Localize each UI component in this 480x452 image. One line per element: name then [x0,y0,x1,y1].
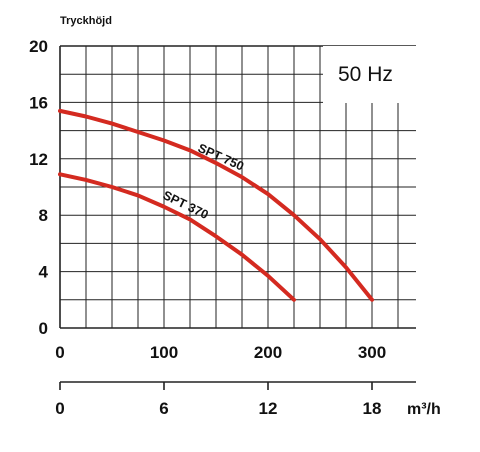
y-tick-label-20: 20 [29,37,48,56]
secondary-x-axis: 0 6 12 18 m³/h [55,381,441,418]
y-tick-label-4: 4 [39,263,49,282]
frequency-label: 50 Hz [338,63,393,86]
frequency-badge-background [323,46,416,103]
secondary-axis-tick-label-0: 0 [55,399,64,418]
secondary-axis-tick-label-18: 18 [363,399,382,418]
frequency-badge: 50 Hz [323,46,416,103]
x-tick-label-0: 0 [55,343,64,362]
secondary-axis-unit: m³/h [407,401,441,418]
pump-curves [58,108,374,302]
secondary-axis-tick-label-12: 12 [259,399,278,418]
x-tick-label-100: 100 [150,343,178,362]
y-axis-label: Tryckhöjd [60,15,112,27]
y-tick-label-8: 8 [39,206,48,225]
curve-spt-750 [58,108,374,302]
y-tick-label-16: 16 [29,93,48,112]
x-tick-label-200: 200 [254,343,282,362]
curve-spt-370 [58,172,296,302]
y-tick-label-12: 12 [29,150,48,169]
secondary-axis-tick-label-6: 6 [159,399,168,418]
x-tick-label-300: 300 [358,343,386,362]
y-tick-label-0: 0 [39,319,48,338]
x-tick-labels: 0 100 200 300 [55,343,386,362]
y-tick-labels: 0 4 8 12 16 20 [29,37,48,338]
